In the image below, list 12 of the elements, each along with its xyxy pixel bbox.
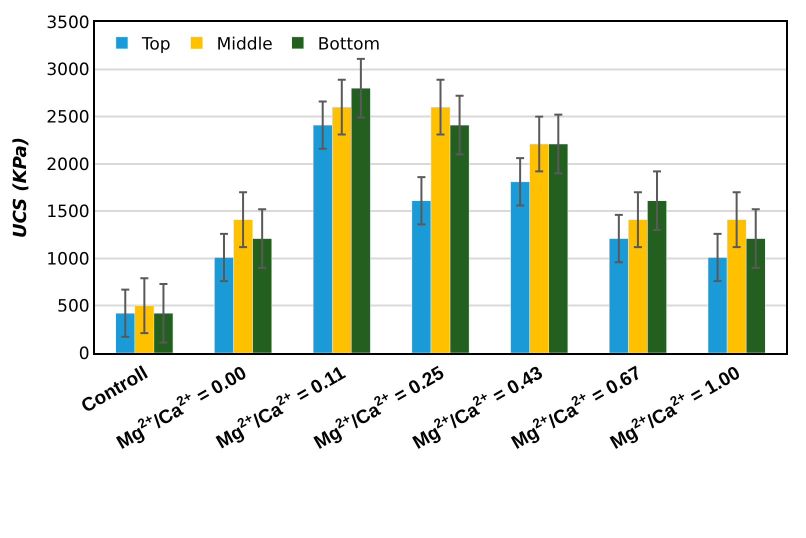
legend-label: Bottom bbox=[318, 34, 380, 54]
y-tick-label: 500 bbox=[57, 296, 90, 317]
y-tick-label: 2500 bbox=[46, 108, 90, 128]
y-tick-label: 0 bbox=[78, 344, 90, 364]
legend-label: Middle bbox=[216, 34, 273, 54]
y-tick-label: 1000 bbox=[46, 249, 90, 270]
y-tick-label: 3500 bbox=[46, 12, 90, 33]
legend-label: Top bbox=[140, 34, 171, 54]
y-axis-title: UCS (KPa) bbox=[10, 136, 32, 238]
y-tick-label: 1500 bbox=[46, 202, 90, 222]
y-tick-label: 3000 bbox=[46, 60, 90, 80]
y-tick-label: 2000 bbox=[46, 154, 90, 175]
